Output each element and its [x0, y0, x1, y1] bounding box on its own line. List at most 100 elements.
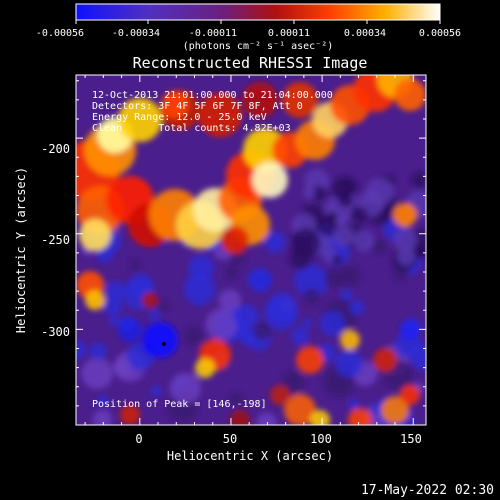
intensity-patch — [335, 215, 348, 227]
intensity-hotspot — [230, 410, 250, 425]
intensity-hotspot — [195, 358, 215, 378]
intensity-patch — [350, 206, 368, 225]
y-tick-labels: -200 -250 -300 — [41, 142, 70, 339]
intensity-patch — [218, 289, 242, 312]
intensity-hotspot — [79, 219, 111, 251]
colorbar-units-label: (photons cm⁻² s⁻¹ asec⁻²) — [183, 41, 334, 52]
intensity-patch — [225, 264, 239, 279]
annotation-energy-range: Energy Range: 12.0 - 25.0 keV — [92, 112, 267, 123]
intensity-patch — [89, 342, 107, 360]
image-area — [76, 75, 426, 425]
colorbar-ticks — [75, 20, 441, 24]
intensity-hotspot — [284, 394, 316, 425]
y-tick-label-minus200: -200 — [41, 142, 70, 156]
plot-frame — [75, 74, 427, 426]
colorbar-tick-label-5: 0.00056 — [419, 28, 461, 39]
intensity-hotspot — [118, 98, 162, 142]
colorbar-tick-label-2: -0.00011 — [189, 28, 237, 39]
intensity-patch — [183, 273, 216, 306]
intensity-hotspot — [270, 385, 290, 405]
intensity-hotspot — [373, 348, 397, 372]
intensity-patch — [348, 398, 359, 410]
intensity-patch — [256, 412, 278, 425]
intensity-patch — [183, 326, 204, 346]
intensity-patch — [92, 409, 113, 425]
intensity-patch — [264, 296, 298, 331]
intensity-hotspot — [198, 93, 242, 137]
intensity-patch — [103, 296, 123, 316]
intensity-patch — [76, 339, 87, 360]
image-title: Reconstructed RHESSI Image — [133, 54, 368, 72]
intensity-minimum — [118, 318, 142, 342]
timestamp: 17-May-2022 02:30 — [361, 483, 494, 498]
colorbar-tick-label-3: 0.00011 — [268, 28, 310, 39]
intensity-patch — [349, 299, 365, 315]
intensity-hotspot — [85, 290, 105, 310]
intensity-patch — [169, 372, 202, 405]
y-tick-label-minus250: -250 — [41, 233, 70, 247]
x-tick-labels: 0 50 100 150 — [135, 432, 421, 446]
intensity-patch — [253, 321, 272, 340]
intensity-patch — [414, 244, 426, 259]
intensity-patch — [393, 227, 418, 252]
intensity-patch — [105, 280, 126, 301]
intensity-patch — [310, 185, 327, 202]
intensity-patch — [396, 247, 415, 266]
annotation-algorithm-counts: Clean Total counts: 4.82E+03 — [92, 123, 291, 134]
intensity-patch — [411, 171, 426, 189]
intensity-minimum — [400, 320, 420, 340]
intensity-minimum — [248, 268, 272, 292]
x-axis-label: Heliocentric X (arcsec) — [167, 449, 333, 463]
intensity-patch — [331, 254, 343, 266]
y-tick-label-minus300: -300 — [41, 325, 70, 339]
colorbar: -0.00056 -0.00034 -0.00011 0.00011 0.000… — [36, 3, 461, 52]
intensity-hotspot — [296, 346, 324, 374]
intensity-patch — [335, 349, 363, 378]
intensity-patch — [81, 357, 114, 390]
intensity-patch — [113, 357, 132, 376]
intensity-patch — [371, 238, 387, 255]
intensity-hotspot — [393, 203, 417, 227]
intensity-patch — [326, 212, 338, 224]
intensity-patch — [150, 385, 162, 397]
axis-ticks — [76, 75, 426, 425]
intensity-patch — [205, 308, 238, 341]
colorbar-gradient — [75, 3, 441, 21]
intensity-patch — [365, 177, 394, 206]
intensity-hotspot — [381, 396, 409, 424]
intensity-minimum — [142, 322, 178, 358]
intensity-patch — [264, 231, 286, 253]
colorbar-tick-label-0: -0.00056 — [36, 28, 84, 39]
intensity-patch — [332, 225, 355, 247]
intensity-patch — [294, 264, 328, 298]
intensity-hotspot — [348, 408, 372, 425]
intensity-hotspot — [340, 330, 360, 350]
x-tick-label-0: 0 — [135, 432, 142, 446]
y-axis-label: Heliocentric Y (arcsec) — [14, 167, 28, 333]
intensity-patch — [290, 228, 321, 258]
intensity-hotspot — [252, 162, 288, 198]
intensity-patch — [352, 229, 375, 252]
intensity-patch — [338, 265, 360, 287]
intensity-patch — [303, 288, 320, 305]
intensity-patch — [340, 289, 353, 302]
intensity-patch — [319, 310, 345, 336]
intensity-patch — [229, 392, 243, 406]
intensity-patch — [97, 395, 109, 408]
intensity-patch — [302, 318, 313, 329]
annotation-detectors: Detectors: 3F 4F 5F 6F 7F 8F, Att 0 — [92, 101, 303, 112]
intensity-patch — [324, 269, 344, 288]
colorbar-tick-label-1: -0.00034 — [112, 28, 160, 39]
intensity-patch — [234, 304, 259, 330]
image-intensity-map — [76, 75, 426, 425]
intensity-hotspot — [310, 410, 330, 425]
intensity-patch — [148, 309, 160, 321]
intensity-hotspot — [394, 79, 426, 111]
annotation-time-range: 12-Oct-2013 21:01:00.000 to 21:04:00.000 — [92, 90, 333, 101]
intensity-patch — [158, 300, 170, 311]
x-tick-label-150: 150 — [400, 432, 422, 446]
x-tick-label-100: 100 — [310, 432, 332, 446]
colorbar-tick-label-4: 0.00034 — [344, 28, 386, 39]
